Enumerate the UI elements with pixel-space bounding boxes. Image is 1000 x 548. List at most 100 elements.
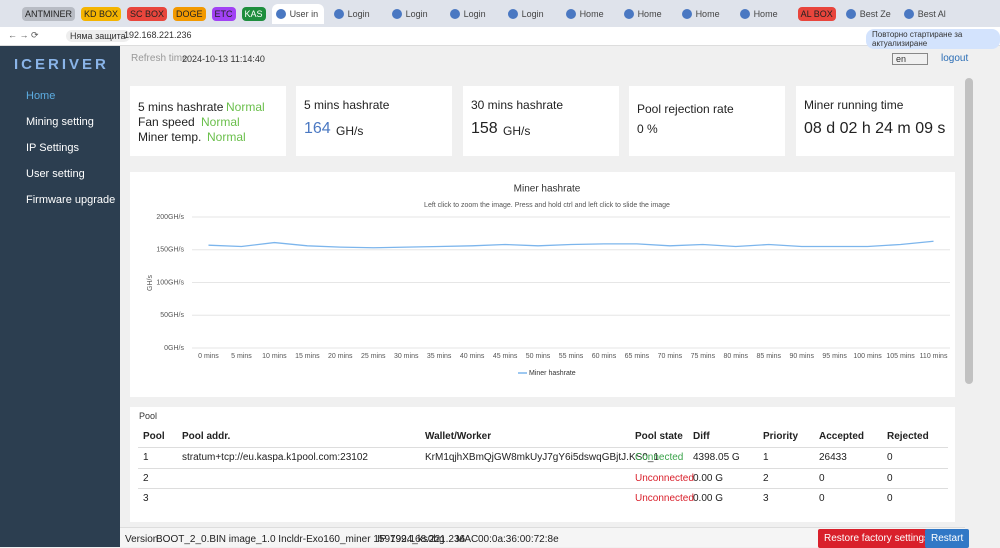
version: BOOT_2_0.BIN image_1.0 Incldr-Exo160_min… xyxy=(156,534,445,545)
table-cell: 0.00 G xyxy=(693,472,724,484)
table-cell: 3 xyxy=(763,493,769,504)
x-tick-label: 45 mins xyxy=(493,353,518,360)
table-cell: Connected xyxy=(635,452,684,463)
tab[interactable]: Home xyxy=(620,4,672,24)
table-cell: 4398.05 G xyxy=(693,452,740,463)
line xyxy=(208,240,934,249)
update-button[interactable]: Повторно стартиране за актуализиране xyxy=(866,29,1000,49)
x-tick-label: 50 mins xyxy=(526,353,551,360)
y-tick-label: 50GH/s xyxy=(160,312,184,319)
tab-group-chip[interactable]: ETC xyxy=(211,6,236,21)
url[interactable]: 192.168.221.236 xyxy=(124,30,192,40)
card-label: Miner running time xyxy=(804,98,904,112)
status-value: Normal xyxy=(201,115,240,129)
legend-label: Miner hashrate xyxy=(529,370,576,377)
card-label: 5 mins hashrate xyxy=(304,98,390,112)
y-tick-label: 150GH/s xyxy=(156,247,184,254)
tab[interactable]: Login xyxy=(504,4,556,24)
x-tick-label: 85 mins xyxy=(756,353,781,360)
tab[interactable]: Home xyxy=(678,4,730,24)
x-tick-label: 55 mins xyxy=(559,353,584,360)
x-tick-label: 35 mins xyxy=(427,353,452,360)
security-chip[interactable]: Няма защита xyxy=(66,30,130,42)
card-unit: GH/s xyxy=(336,124,364,138)
column-header: Rejected xyxy=(887,431,929,442)
card-value: 08 d 02 h 24 m 09 s xyxy=(804,120,946,137)
chart-panel xyxy=(130,172,955,397)
ip: 192.168.221.236 xyxy=(390,534,466,545)
nav-icons: ← → ⟳ xyxy=(8,30,39,40)
y-axis-label: GH/s xyxy=(147,275,154,291)
tab-group-chip[interactable]: DOGE xyxy=(173,6,206,21)
restore-button[interactable]: Restore factory settings xyxy=(818,529,936,548)
x-tick-label: 60 mins xyxy=(592,353,617,360)
version-label: Version xyxy=(125,534,159,545)
table-cell: 2 xyxy=(143,472,149,484)
refresh-label: Refresh time xyxy=(131,53,188,64)
x-tick-label: 75 mins xyxy=(691,353,716,360)
card-value: 164 xyxy=(304,120,331,137)
tab-bar: ANTMINER KD BOX SC BOX DOGE ETC KAS User in Log… xyxy=(0,0,1000,27)
table-cell: 0 xyxy=(819,493,825,504)
menu-item[interactable]: Firmware upgrade xyxy=(26,194,116,206)
card-unit: GH/s xyxy=(503,124,531,138)
x-tick-label: 20 mins xyxy=(328,353,353,360)
tab[interactable]: Home xyxy=(562,4,614,24)
y-tick-label: 0GH/s xyxy=(164,345,184,352)
table-cell: 0 xyxy=(887,452,893,463)
tab-group-chip[interactable]: KAS xyxy=(241,6,266,21)
tab[interactable]: Best Al xyxy=(900,4,952,24)
stat-card: 5 mins hashrate 164 GH/s xyxy=(296,86,452,156)
status-label: 5 mins hashrate xyxy=(138,100,224,114)
column-header: Accepted xyxy=(819,431,865,442)
menu-item[interactable]: IP Settings xyxy=(26,142,79,154)
menu-item[interactable]: User setting xyxy=(26,168,85,180)
menu-item[interactable]: Home xyxy=(26,90,56,102)
x-tick-label: 105 mins xyxy=(886,353,915,360)
table-cell: stratum+tcp://eu.kaspa.k1pool.com:23102 xyxy=(182,452,368,463)
x-tick-label: 110 mins xyxy=(920,353,948,360)
restart-button[interactable]: Restart xyxy=(925,529,970,548)
x-tick-label: 90 mins xyxy=(789,353,814,360)
logo: ICERIVER xyxy=(14,56,109,73)
table-cell: 1 xyxy=(143,452,149,463)
tab[interactable]: Best Ze xyxy=(842,4,894,24)
card-value: 158 xyxy=(471,120,498,137)
language-select[interactable]: en xyxy=(892,53,928,65)
mac-label: MAC xyxy=(456,534,479,545)
tab-group-chip[interactable]: SC BOX xyxy=(127,6,168,21)
column-header: Priority xyxy=(763,431,799,442)
x-tick-label: 70 mins xyxy=(658,353,683,360)
tab[interactable]: Login xyxy=(330,4,382,24)
sidebar: ICERIVER Home Mining setting IP Settings Us… xyxy=(0,46,120,547)
card-label: 30 mins hashrate xyxy=(471,98,564,112)
x-tick-label: 10 mins xyxy=(262,353,287,360)
tab[interactable]: User in xyxy=(271,3,324,24)
table-cell: KrM1qjhXBmQjGW8mkUyJ7gY6i5dswqGBjtJ.KS0_… xyxy=(425,452,659,463)
table-cell: 26433 xyxy=(819,452,847,463)
x-tick-label: 40 mins xyxy=(460,353,485,360)
stat-card: 30 mins hashrate 158 GH/s xyxy=(463,86,619,156)
pool-caption: Pool xyxy=(139,411,158,421)
stat-card: Pool rejection rate 0 % xyxy=(629,86,785,156)
tab[interactable]: Home xyxy=(736,4,788,24)
table-cell: 0 xyxy=(887,493,893,504)
tab[interactable]: Login xyxy=(388,4,440,24)
tab[interactable]: Login xyxy=(446,4,498,24)
tab-group-chip[interactable]: KD BOX xyxy=(81,6,122,21)
x-tick-label: 65 mins xyxy=(625,353,650,360)
menu-item[interactable]: Mining setting xyxy=(26,116,94,128)
logout-link[interactable]: logout xyxy=(941,53,969,64)
x-tick-label: 95 mins xyxy=(822,353,847,360)
column-header: Diff xyxy=(693,431,710,442)
scrollbar[interactable] xyxy=(965,78,973,384)
address-bar: ← → ⟳ Няма защита 192.168.221.236 Повтор… xyxy=(0,27,1000,49)
column-header: Wallet/Worker xyxy=(425,431,492,442)
tab-group-chip[interactable]: AL BOX xyxy=(797,6,836,21)
table-cell: Unconnected xyxy=(635,493,694,504)
status-label: Fan speed xyxy=(138,115,195,129)
tab-group-chip[interactable]: ANTMINER xyxy=(22,6,75,21)
x-tick-label: 100 mins xyxy=(853,353,882,360)
